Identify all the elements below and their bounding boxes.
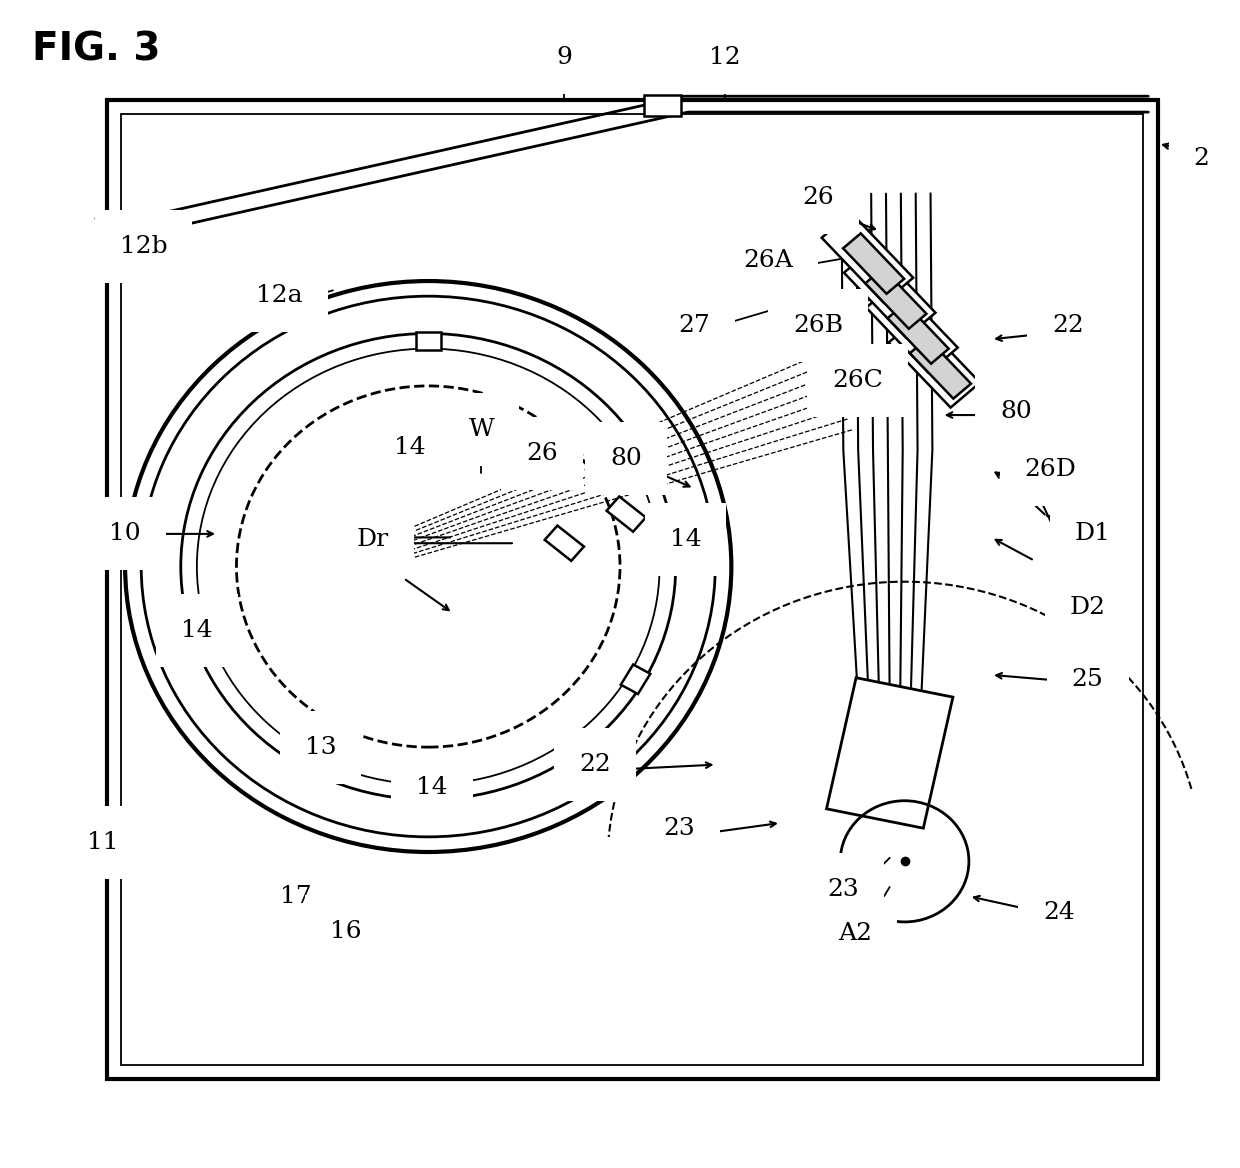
Text: 23: 23 [827,878,858,901]
Text: 12: 12 [709,46,742,69]
Text: 14: 14 [417,777,448,799]
Polygon shape [621,665,650,694]
Text: 26: 26 [526,442,558,465]
Polygon shape [867,283,957,373]
Polygon shape [910,339,971,398]
Text: 22: 22 [1052,314,1084,336]
Text: D1: D1 [1075,522,1111,545]
Text: 24: 24 [1043,901,1075,924]
Polygon shape [827,677,952,828]
Polygon shape [415,332,440,350]
Text: 11: 11 [87,832,119,854]
Text: 26B: 26B [792,314,843,336]
Polygon shape [656,535,678,559]
Text: 12b: 12b [120,235,167,258]
Text: D2: D2 [1070,596,1106,619]
Polygon shape [889,318,980,408]
Text: W: W [469,417,495,440]
Text: 12a: 12a [257,284,303,306]
Text: 9: 9 [557,46,573,69]
Text: 13: 13 [305,736,336,759]
Text: 26A: 26A [744,249,794,272]
Polygon shape [843,234,904,294]
Polygon shape [888,304,949,363]
Text: 25: 25 [1071,668,1104,691]
Text: 16: 16 [330,919,361,943]
Polygon shape [644,95,681,116]
Polygon shape [95,214,125,251]
Text: 26D: 26D [1024,458,1076,481]
Text: FIG. 3: FIG. 3 [32,30,161,69]
Text: 27: 27 [678,314,711,336]
Text: 22: 22 [579,753,611,776]
Text: 14: 14 [181,619,213,642]
Polygon shape [190,630,217,658]
Text: 14: 14 [670,528,702,551]
Text: 14: 14 [394,436,425,459]
Text: 80: 80 [999,401,1032,423]
Polygon shape [866,269,926,328]
Text: 26: 26 [802,186,833,209]
Text: 2: 2 [1194,147,1209,171]
Polygon shape [844,248,935,338]
Text: Dr: Dr [356,528,388,551]
Text: A2: A2 [838,922,872,945]
Text: 10: 10 [109,522,141,545]
Text: 17: 17 [280,885,311,908]
Text: 26C: 26C [832,369,883,391]
Text: 80: 80 [610,446,642,470]
Polygon shape [822,213,913,303]
Polygon shape [606,496,646,531]
Polygon shape [544,526,584,561]
Text: 23: 23 [663,818,696,840]
